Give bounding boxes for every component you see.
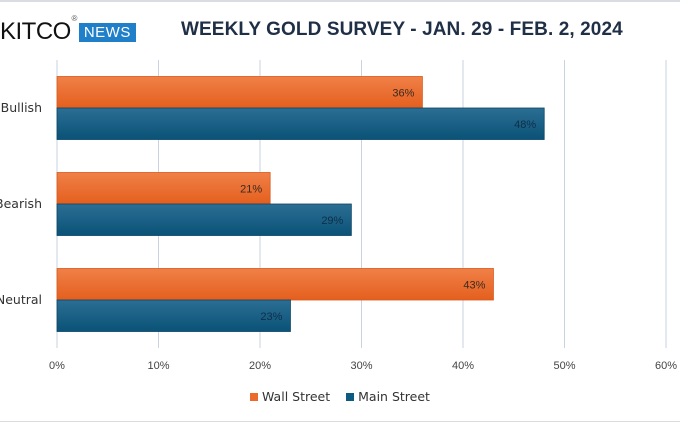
bar-main-street-neutral [56, 299, 291, 332]
category-label-bullish: Bullish [1, 100, 42, 115]
logo-kitco-text: KITCO ® [0, 14, 77, 46]
logo-wordmark: KITCO [0, 18, 71, 45]
legend-swatch-main-street [346, 392, 355, 401]
bar-wall-street-bullish [56, 76, 423, 109]
x-tick-label-10: 10% [147, 360, 169, 372]
x-tick-label-40: 40% [452, 360, 474, 372]
x-tick-label-20: 20% [249, 360, 271, 372]
x-tick-label-50: 50% [553, 360, 575, 372]
legend-label-wall-street: Wall Street [262, 389, 331, 404]
x-tick-label-30: 30% [350, 360, 372, 372]
legend: Wall Street Main Street [250, 389, 446, 404]
data-label-wall-street-bearish: 21% [240, 183, 262, 195]
frame-top-border [0, 0, 680, 2]
bar-main-street-bullish [56, 107, 545, 140]
x-tick-label-0: 0% [49, 360, 65, 372]
category-label-bearish: Bearish [0, 196, 42, 211]
logo-news-badge: NEWS [78, 22, 136, 42]
bar-wall-street-bearish [56, 172, 271, 205]
data-label-main-street-neutral: 23% [260, 311, 282, 323]
chart-title: WEEKLY GOLD SURVEY - JAN. 29 - FEB. 2, 2… [181, 19, 623, 40]
data-label-main-street-bullish: 48% [514, 119, 536, 131]
frame-bottom-border [0, 421, 680, 422]
bars-group: 36% 48% 21% 29% 43% 23% [56, 76, 545, 332]
bar-wall-street-neutral [56, 268, 494, 301]
data-label-wall-street-bullish: 36% [392, 87, 414, 99]
data-label-main-street-bearish: 29% [321, 215, 343, 227]
category-labels: Bullish Bearish Neutral [0, 100, 42, 307]
x-axis-tick-labels: 0% 10% 20% 30% 40% 50% 60% [49, 360, 677, 372]
kitco-news-logo: KITCO ® NEWS [0, 14, 136, 46]
x-tick-label-60: 60% [655, 360, 677, 372]
legend-item-wall-street: Wall Street [250, 389, 330, 404]
category-label-neutral: Neutral [0, 292, 42, 307]
data-label-wall-street-neutral: 43% [463, 279, 485, 291]
legend-label-main-street: Main Street [358, 389, 430, 404]
legend-item-main-street: Main Street [346, 389, 430, 404]
bar-main-street-bearish [56, 203, 352, 236]
legend-swatch-wall-street [250, 392, 258, 401]
registered-mark: ® [71, 14, 77, 23]
